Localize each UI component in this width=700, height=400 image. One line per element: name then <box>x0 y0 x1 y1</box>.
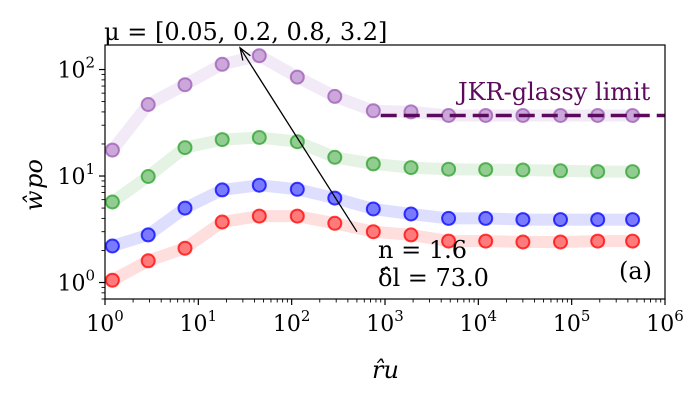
data-point-s0-5 <box>289 69 305 85</box>
data-point-s0-2 <box>177 77 193 93</box>
n-annotation: n = 1.6 <box>378 236 467 264</box>
data-point-s3-7 <box>365 224 381 240</box>
data-point-s2-12 <box>553 212 568 228</box>
data-point-s2-2 <box>177 200 193 216</box>
data-point-s3-4 <box>251 208 267 224</box>
data-point-s1-12 <box>553 163 568 179</box>
series-line-3 <box>106 210 639 287</box>
data-point-s3-9 <box>441 233 457 249</box>
data-point-s1-11 <box>515 162 531 178</box>
data-point-s1-0 <box>104 194 120 210</box>
data-point-s3-13 <box>590 233 606 249</box>
data-point-s3-5 <box>289 208 305 224</box>
tick-layer: 100 101 102 103 104 105 106 100 101 102 <box>57 54 683 337</box>
data-point-s1-4 <box>251 130 267 145</box>
data-point-s3-1 <box>140 253 156 269</box>
y-tick-label-1: 101 <box>57 160 95 190</box>
data-point-s3-2 <box>177 240 193 256</box>
x-tick-label-6: 106 <box>646 307 684 337</box>
data-point-s1-1 <box>140 169 156 184</box>
data-point-s2-5 <box>289 181 305 197</box>
data-point-s1-6 <box>327 149 343 165</box>
y-axis-label: ŵpo <box>20 159 48 211</box>
data-point-s1-2 <box>177 140 193 156</box>
data-point-s3-12 <box>553 234 568 250</box>
data-point-s2-7 <box>365 201 381 217</box>
x-tick-label-2: 102 <box>273 307 311 337</box>
arrow-layer <box>239 46 358 233</box>
data-point-s2-11 <box>515 212 531 228</box>
data-point-s1-3 <box>214 132 230 148</box>
data-point-s2-9 <box>441 210 457 226</box>
data-point-s1-5 <box>289 134 305 150</box>
data-point-s1-7 <box>365 156 381 172</box>
panel-label: (a) <box>619 257 652 285</box>
data-point-s3-11 <box>515 234 531 250</box>
x-tick-label-1: 101 <box>180 307 218 337</box>
data-point-s3-14 <box>625 233 641 249</box>
data-point-s3-10 <box>478 233 494 249</box>
data-point-s3-8 <box>403 227 419 243</box>
y-tick-label-0: 100 <box>57 267 95 297</box>
mu-annotation: μ = [0.05, 0.2, 0.8, 3.2] <box>104 18 387 46</box>
data-point-s0-3 <box>214 56 230 72</box>
series-line-1 <box>106 131 639 208</box>
x-tick-label-5: 105 <box>553 307 591 337</box>
y-tick-label-2: 102 <box>57 54 95 84</box>
data-point-s1-8 <box>403 160 419 176</box>
data-point-s0-7 <box>365 103 381 119</box>
x-tick-label-4: 104 <box>460 307 498 337</box>
data-point-s1-14 <box>625 164 641 180</box>
series-line-2 <box>106 179 639 252</box>
mu-arrow-shaft <box>239 47 358 233</box>
data-point-s1-13 <box>590 164 606 180</box>
data-point-s0-4 <box>251 48 267 64</box>
data-point-s2-8 <box>403 206 419 222</box>
data-point-s2-1 <box>140 227 156 243</box>
data-point-s2-13 <box>590 212 606 228</box>
data-point-s3-3 <box>214 214 230 230</box>
data-point-s2-4 <box>251 177 267 193</box>
jkr-limit-label: JKR-glassy limit <box>455 78 651 106</box>
data-point-s1-9 <box>441 161 457 177</box>
data-point-s0-0 <box>104 142 120 158</box>
mu-arrow-head <box>239 46 251 61</box>
data-point-s2-10 <box>478 210 494 226</box>
data-point-s2-14 <box>625 212 641 228</box>
data-point-s2-0 <box>104 238 120 254</box>
data-point-s3-0 <box>104 272 120 288</box>
data-point-s2-3 <box>214 182 230 198</box>
x-tick-label-0: 100 <box>86 307 124 337</box>
x-tick-label-3: 103 <box>366 307 404 337</box>
data-point-s3-6 <box>327 215 343 231</box>
series-layer <box>104 48 641 288</box>
data-point-s0-1 <box>140 97 156 112</box>
data-point-s0-6 <box>327 88 343 104</box>
delta-annotation: δ̂l = 73.0 <box>378 264 489 292</box>
data-point-s1-10 <box>478 162 494 178</box>
x-axis-label: r̂u <box>372 356 399 384</box>
